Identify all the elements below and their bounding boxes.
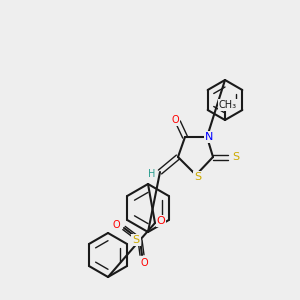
Text: S: S	[232, 152, 240, 162]
Text: S: S	[194, 172, 202, 182]
Text: O: O	[112, 220, 120, 230]
Text: O: O	[140, 258, 148, 268]
Text: N: N	[205, 132, 213, 142]
Text: O: O	[171, 115, 179, 125]
Text: CH₃: CH₃	[219, 100, 237, 110]
Text: O: O	[157, 216, 165, 226]
Text: H: H	[148, 169, 156, 179]
Text: S: S	[132, 235, 140, 245]
